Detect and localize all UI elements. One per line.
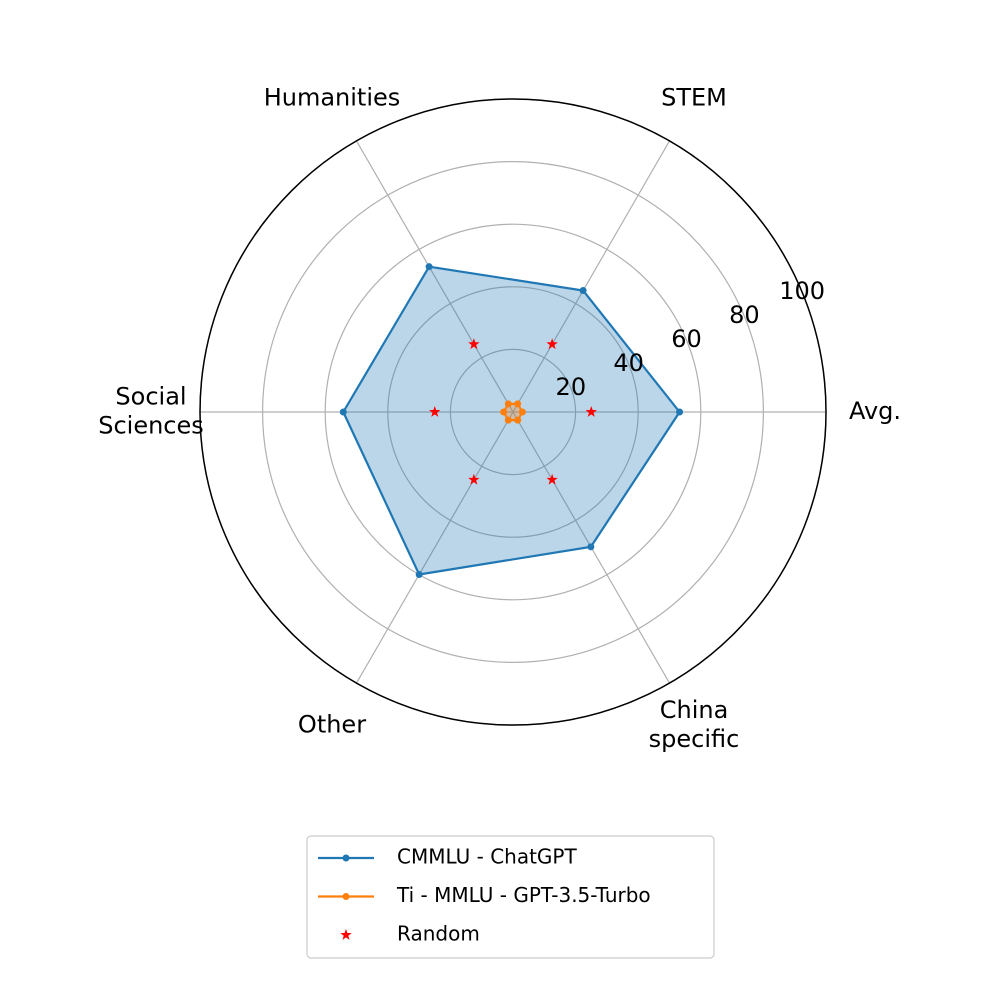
r-tick-label: 40 <box>613 349 644 377</box>
legend-label: Ti - MMLU - GPT-3.5-Turbo <box>396 883 651 907</box>
point-marker <box>504 400 512 408</box>
legend-label: Random <box>397 922 480 946</box>
category-label: Humanities <box>264 83 401 111</box>
point-marker <box>587 543 595 551</box>
category-label: China specific <box>649 696 740 753</box>
star-marker <box>546 473 558 485</box>
point-marker <box>339 408 347 416</box>
star-marker <box>468 338 480 350</box>
point-marker <box>425 263 433 271</box>
spoke <box>512 140 671 413</box>
spoke <box>355 140 514 413</box>
point-marker <box>514 400 522 408</box>
series-area <box>503 403 523 421</box>
star-marker <box>468 473 480 485</box>
legend: CMMLU - ChatGPT Ti - MMLU - GPT-3.5-Turbo… <box>306 835 715 959</box>
legend-label: CMMLU - ChatGPT <box>397 845 577 869</box>
point-marker <box>518 408 526 416</box>
point-marker <box>676 408 684 416</box>
point-marker <box>514 416 522 424</box>
star-marker <box>585 406 597 417</box>
spoke <box>355 411 514 684</box>
category-label: Social Sciences <box>98 383 204 440</box>
category-label: STEM <box>661 83 727 111</box>
legend-box <box>306 835 715 959</box>
star-marker <box>546 338 558 350</box>
point-marker <box>415 571 423 579</box>
point-marker <box>504 416 512 424</box>
r-tick-label: 20 <box>556 373 587 401</box>
legend-star <box>340 929 352 940</box>
r-tick-label: 100 <box>779 277 825 305</box>
legend-dot <box>342 893 350 900</box>
point-marker <box>579 287 587 295</box>
point-marker <box>500 408 508 416</box>
r-tick-label: 80 <box>729 301 760 329</box>
category-label: Avg. <box>849 397 901 425</box>
category-label: Other <box>298 711 366 739</box>
star-marker <box>429 406 441 417</box>
legend-dot <box>342 854 350 862</box>
outer-frame <box>199 98 827 726</box>
r-tick-label: 60 <box>671 325 702 353</box>
